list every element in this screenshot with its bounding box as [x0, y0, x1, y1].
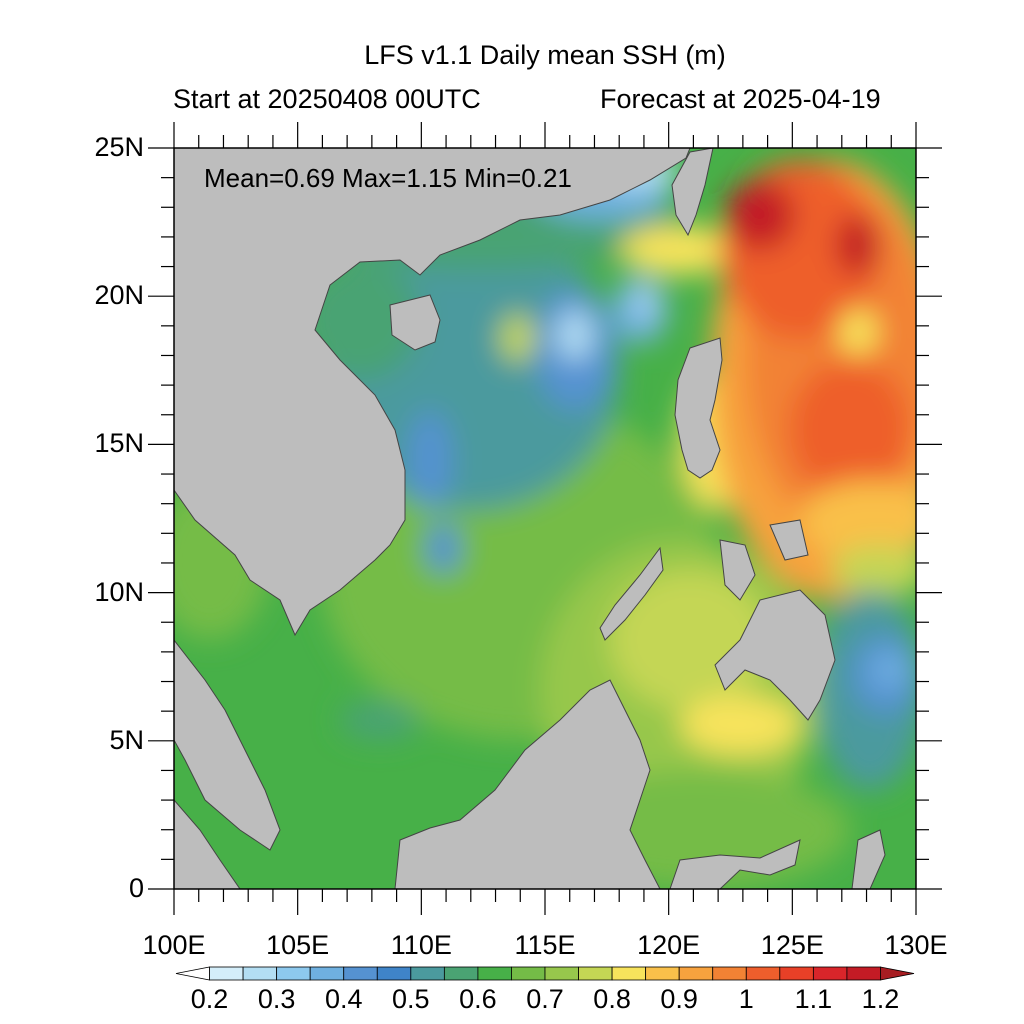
- forecast-date-label: Forecast at 2025-04-19: [600, 84, 881, 114]
- colorbar-swatch: [477, 966, 512, 981]
- longitude-tick-label: 115E: [514, 930, 576, 960]
- colorbar-level-label: 0.6: [459, 984, 497, 1014]
- colorbar-swatch: [242, 966, 278, 981]
- stats-label: Mean=0.69 Max=1.15 Min=0.21: [204, 163, 572, 193]
- colorbar-swatch: [578, 966, 613, 981]
- colorbar-swatch: [511, 966, 546, 981]
- colorbar-swatch: [779, 966, 814, 981]
- latitude-tick-label: 15N: [94, 428, 144, 459]
- colorbar-level-label: 0.9: [660, 984, 698, 1014]
- colorbar-level-label: 1: [738, 984, 754, 1014]
- colorbar-swatch: [611, 966, 647, 981]
- colorbar-level-label: 1.1: [794, 984, 833, 1014]
- colorbar-level-label: 0.4: [324, 984, 363, 1014]
- latitude-tick-label: 0: [128, 873, 144, 903]
- colorbar-swatch: [376, 966, 412, 981]
- colorbar-swatch: [175, 966, 210, 981]
- colorbar-swatch: [812, 966, 848, 981]
- colorbar-swatch: [678, 966, 714, 981]
- colorbar-swatch: [309, 966, 345, 981]
- colorbar-swatch: [209, 966, 244, 981]
- colorbar-swatch: [645, 966, 680, 981]
- colorbar-swatch: [276, 966, 311, 981]
- longitude-tick-label: 130E: [884, 930, 948, 960]
- colorbar-swatch: [880, 966, 915, 981]
- axis-ticks: [148, 122, 942, 915]
- colorbar-level-label: 0.2: [190, 984, 229, 1014]
- colorbar-level-label: 0.8: [593, 984, 631, 1014]
- colorbar-swatch: [410, 966, 445, 981]
- colorbar-swatch: [443, 966, 479, 981]
- colorbar-level-label: 0.5: [392, 984, 430, 1014]
- latitude-tick-label: 20N: [94, 280, 144, 311]
- colorbar-swatch: [343, 966, 378, 981]
- land-masses: [174, 148, 886, 889]
- colorbar-level-label: 0.7: [526, 984, 564, 1014]
- colorbar: [175, 966, 915, 981]
- colorbar-level-label: 0.3: [257, 984, 296, 1014]
- start-time-label: Start at 20250408 00UTC: [173, 84, 481, 114]
- longitude-tick-label: 120E: [637, 930, 701, 960]
- colorbar-swatch: [846, 966, 881, 981]
- ssh-field: [174, 148, 916, 889]
- map-title: LFS v1.1 Daily mean SSH (m): [364, 40, 726, 70]
- latitude-tick-label: 5N: [109, 724, 144, 755]
- longitude-tick-label: 110E: [390, 930, 452, 960]
- latitude-tick-label: 10N: [94, 576, 144, 607]
- longitude-tick-label: 105E: [266, 930, 330, 960]
- longitude-tick-label: 100E: [142, 930, 206, 960]
- latitude-tick-label: 25N: [94, 132, 144, 162]
- colorbar-level-label: 1.2: [861, 984, 900, 1014]
- colorbar-swatch: [544, 966, 579, 981]
- longitude-tick-label: 125E: [760, 930, 824, 960]
- colorbar-swatch: [745, 966, 781, 981]
- colorbar-swatch: [712, 966, 747, 981]
